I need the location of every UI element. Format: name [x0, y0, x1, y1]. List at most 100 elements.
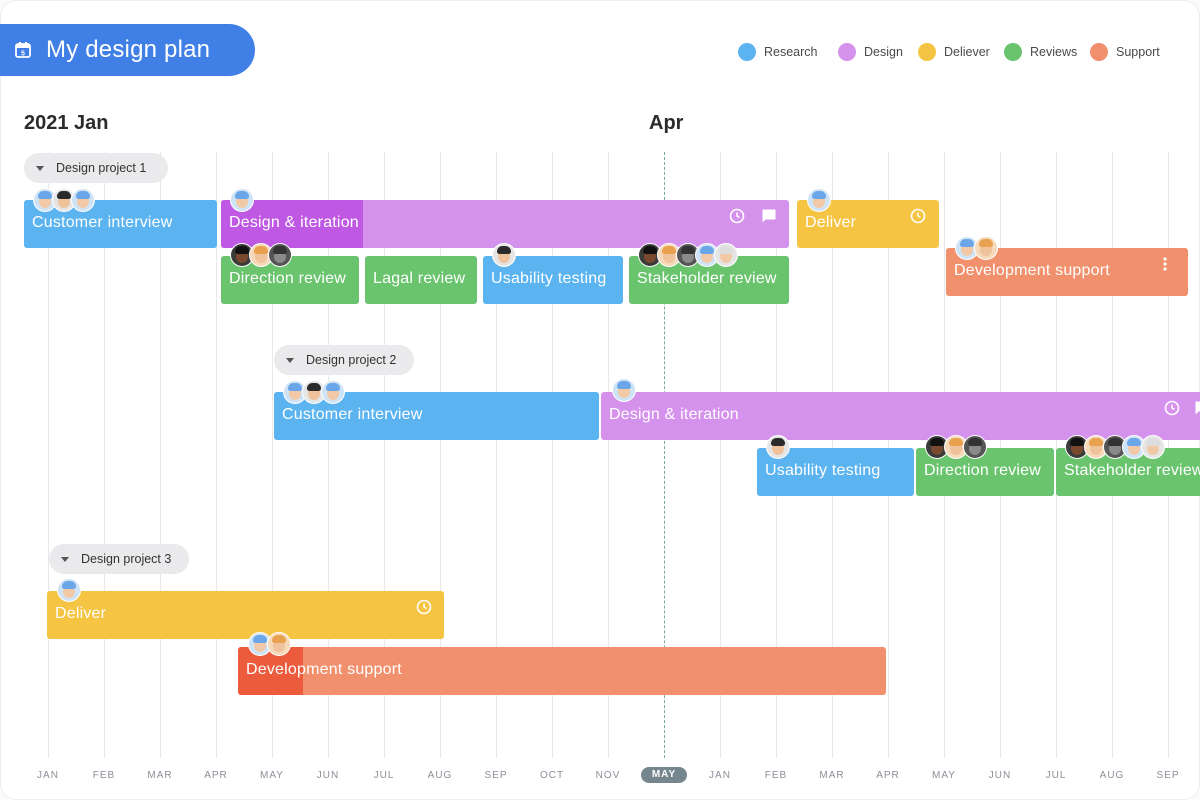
month-label: JUN	[988, 770, 1012, 781]
avatar	[268, 243, 292, 267]
task-bar-deliver[interactable]: Deliver	[47, 591, 444, 639]
month-label: NOV	[595, 770, 621, 781]
timeline-gridline	[272, 152, 273, 758]
avatar	[492, 243, 516, 267]
avatar	[807, 188, 831, 212]
legend-label: Research	[764, 45, 818, 59]
clock-icon[interactable]	[910, 208, 926, 224]
period-heading: Apr	[649, 112, 684, 134]
comment-icon[interactable]	[761, 208, 777, 224]
research-color-dot	[738, 43, 756, 61]
task-label: Design & iteration	[229, 214, 359, 231]
timeline-gridline	[440, 152, 441, 758]
task-label: Usability testing	[765, 462, 881, 479]
assignee-avatars	[33, 188, 95, 212]
project-toggle-2[interactable]: Design project 2	[274, 345, 414, 375]
task-bar-design-iteration[interactable]: Design & iteration	[221, 200, 789, 248]
avatar	[638, 243, 662, 267]
page-title: My design plan	[46, 36, 211, 63]
month-label: AUG	[427, 770, 453, 781]
timeline-gridline	[384, 152, 385, 758]
avatar	[963, 435, 987, 459]
task-bar-customer-interview[interactable]: Customer interview	[24, 200, 217, 248]
assignee-avatars	[807, 188, 831, 212]
project-name: Design project 3	[81, 552, 172, 566]
timeline-gridline	[720, 152, 721, 758]
clock-icon[interactable]	[416, 599, 432, 615]
assignee-avatars	[248, 632, 291, 656]
assignee-avatars	[230, 188, 254, 212]
task-label: Development support	[954, 262, 1110, 279]
caret-down-icon	[286, 357, 294, 363]
task-label: Development support	[246, 661, 402, 678]
timeline-gridline	[552, 152, 553, 758]
month-label: FEB	[92, 770, 116, 781]
avatar	[302, 380, 326, 404]
timeline-gridline	[104, 152, 105, 758]
project-name: Design project 1	[56, 161, 147, 175]
avatar	[1141, 435, 1165, 459]
design-color-dot	[838, 43, 856, 61]
legend-item-design[interactable]: Design	[838, 42, 903, 62]
month-label: APR	[876, 770, 900, 781]
month-label: JUN	[316, 770, 340, 781]
assignee-avatars	[766, 435, 790, 459]
month-label: JAN	[37, 770, 59, 781]
month-label: MAY	[932, 770, 956, 781]
avatar	[283, 380, 307, 404]
today-marker-line	[664, 152, 665, 758]
project-toggle-1[interactable]: Design project 1	[24, 153, 168, 183]
month-label: MAR	[819, 770, 845, 781]
project-toggle-3[interactable]: Design project 3	[49, 544, 189, 574]
progress-fill	[238, 647, 303, 695]
legend-label: Support	[1116, 45, 1160, 59]
month-label: SEP	[1156, 770, 1180, 781]
task-label: Stakeholder review	[1064, 462, 1200, 479]
month-label: JAN	[709, 770, 731, 781]
task-bar-lagal-review[interactable]: Lagal review	[365, 256, 477, 304]
task-label: Lagal review	[373, 270, 466, 287]
month-label: OCT	[539, 770, 565, 781]
timeline-gridline	[160, 152, 161, 758]
task-label: Customer interview	[282, 406, 423, 423]
avatar	[321, 380, 345, 404]
avatar	[267, 632, 291, 656]
assignee-avatars	[492, 243, 516, 267]
timeline-gridline	[216, 152, 217, 758]
month-label: SEP	[484, 770, 508, 781]
task-label: Deliver	[805, 214, 857, 231]
task-label: Direction review	[924, 462, 1042, 479]
legend-item-research[interactable]: Research	[738, 42, 818, 62]
assignee-avatars	[1065, 435, 1165, 459]
avatar	[974, 236, 998, 260]
legend-item-reviews[interactable]: Reviews	[1004, 42, 1077, 62]
avatar	[57, 578, 81, 602]
project-name: Design project 2	[306, 353, 397, 367]
clock-icon[interactable]	[729, 208, 745, 224]
title-pill[interactable]: 5 My design plan	[0, 24, 255, 76]
support-color-dot	[1090, 43, 1108, 61]
task-bar-development-support[interactable]: Development support	[238, 647, 886, 695]
task-label: Usability testing	[491, 270, 607, 287]
task-label: Design & iteration	[609, 406, 739, 423]
calendar-icon: 5	[15, 42, 31, 58]
month-label: FEB	[764, 770, 788, 781]
timeline-gridline	[328, 152, 329, 758]
comment-icon[interactable]	[1194, 400, 1200, 416]
assignee-avatars	[612, 378, 636, 402]
legend-item-deliever[interactable]: Deliever	[918, 42, 990, 62]
svg-text:5: 5	[21, 51, 25, 58]
assignee-avatars	[638, 243, 738, 267]
more-vertical-icon[interactable]	[1160, 256, 1170, 272]
deliever-color-dot	[918, 43, 936, 61]
avatar	[71, 188, 95, 212]
assignee-avatars	[955, 236, 998, 260]
task-bar-design-iteration[interactable]: Design & iteration	[601, 392, 1200, 440]
month-label: AUG	[1099, 770, 1125, 781]
clock-icon[interactable]	[1164, 400, 1180, 416]
legend-label: Deliever	[944, 45, 990, 59]
month-label: APR	[204, 770, 228, 781]
legend-item-support[interactable]: Support	[1090, 42, 1160, 62]
assignee-avatars	[57, 578, 81, 602]
